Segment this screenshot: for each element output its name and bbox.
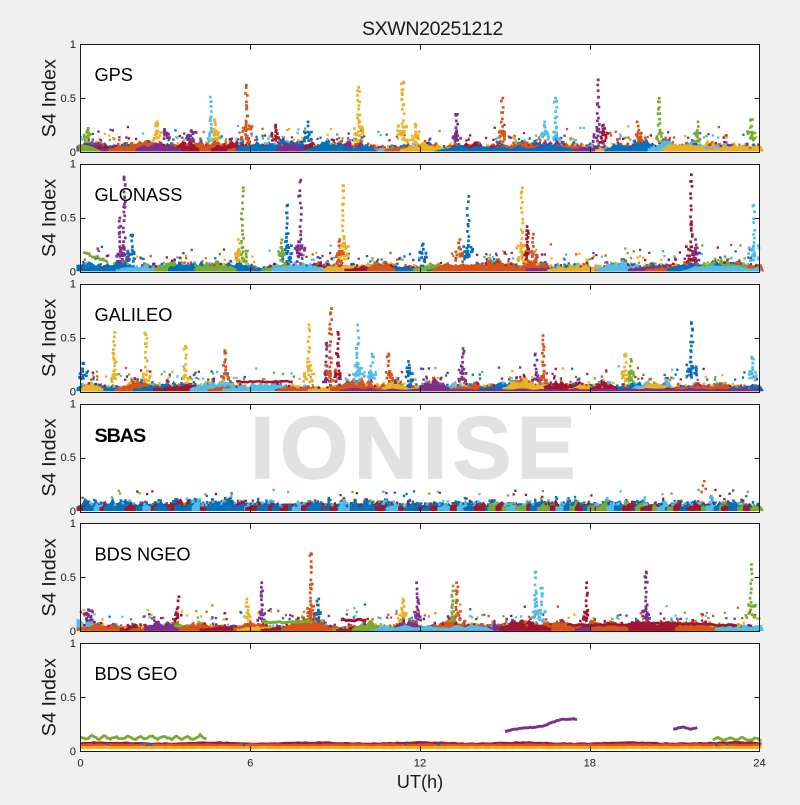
- svg-text:0: 0: [70, 746, 76, 758]
- svg-text:S4 Index: S4 Index: [39, 179, 61, 257]
- svg-text:24: 24: [753, 758, 765, 770]
- svg-text:0.5: 0.5: [60, 333, 76, 345]
- svg-text:SBAS: SBAS: [95, 425, 146, 447]
- svg-text:0: 0: [70, 147, 76, 159]
- svg-text:UT(h): UT(h): [397, 772, 443, 792]
- svg-text:GLONASS: GLONASS: [95, 185, 183, 205]
- svg-text:S4 Index: S4 Index: [39, 299, 61, 377]
- svg-text:0.5: 0.5: [60, 93, 76, 105]
- svg-text:0: 0: [70, 386, 76, 398]
- svg-text:0: 0: [70, 626, 76, 638]
- svg-text:0.5: 0.5: [60, 692, 76, 704]
- svg-text:GALILEO: GALILEO: [95, 305, 173, 325]
- svg-text:S4 Index: S4 Index: [39, 538, 61, 616]
- svg-text:0: 0: [70, 506, 76, 518]
- svg-text:SXWN20251212: SXWN20251212: [362, 18, 503, 40]
- svg-text:6: 6: [247, 758, 253, 770]
- svg-text:GPS: GPS: [95, 65, 133, 85]
- svg-text:BDS NGEO: BDS NGEO: [95, 544, 191, 564]
- svg-text:0.5: 0.5: [60, 572, 76, 584]
- svg-text:18: 18: [584, 758, 596, 770]
- svg-text:1: 1: [70, 159, 76, 171]
- svg-text:S4 Index: S4 Index: [39, 418, 61, 496]
- svg-text:IONISE: IONISE: [250, 398, 581, 497]
- svg-text:BDS GEO: BDS GEO: [95, 664, 178, 684]
- svg-text:0.5: 0.5: [60, 452, 76, 464]
- svg-text:1: 1: [70, 518, 76, 530]
- svg-text:12: 12: [414, 758, 426, 770]
- svg-text:1: 1: [70, 398, 76, 410]
- svg-text:S4 Index: S4 Index: [39, 658, 61, 736]
- svg-text:0: 0: [77, 758, 83, 770]
- svg-text:1: 1: [70, 39, 76, 51]
- svg-text:1: 1: [70, 279, 76, 291]
- svg-text:0.5: 0.5: [60, 213, 76, 225]
- svg-text:1: 1: [70, 638, 76, 650]
- svg-text:0: 0: [70, 267, 76, 279]
- svg-text:S4 Index: S4 Index: [39, 59, 61, 137]
